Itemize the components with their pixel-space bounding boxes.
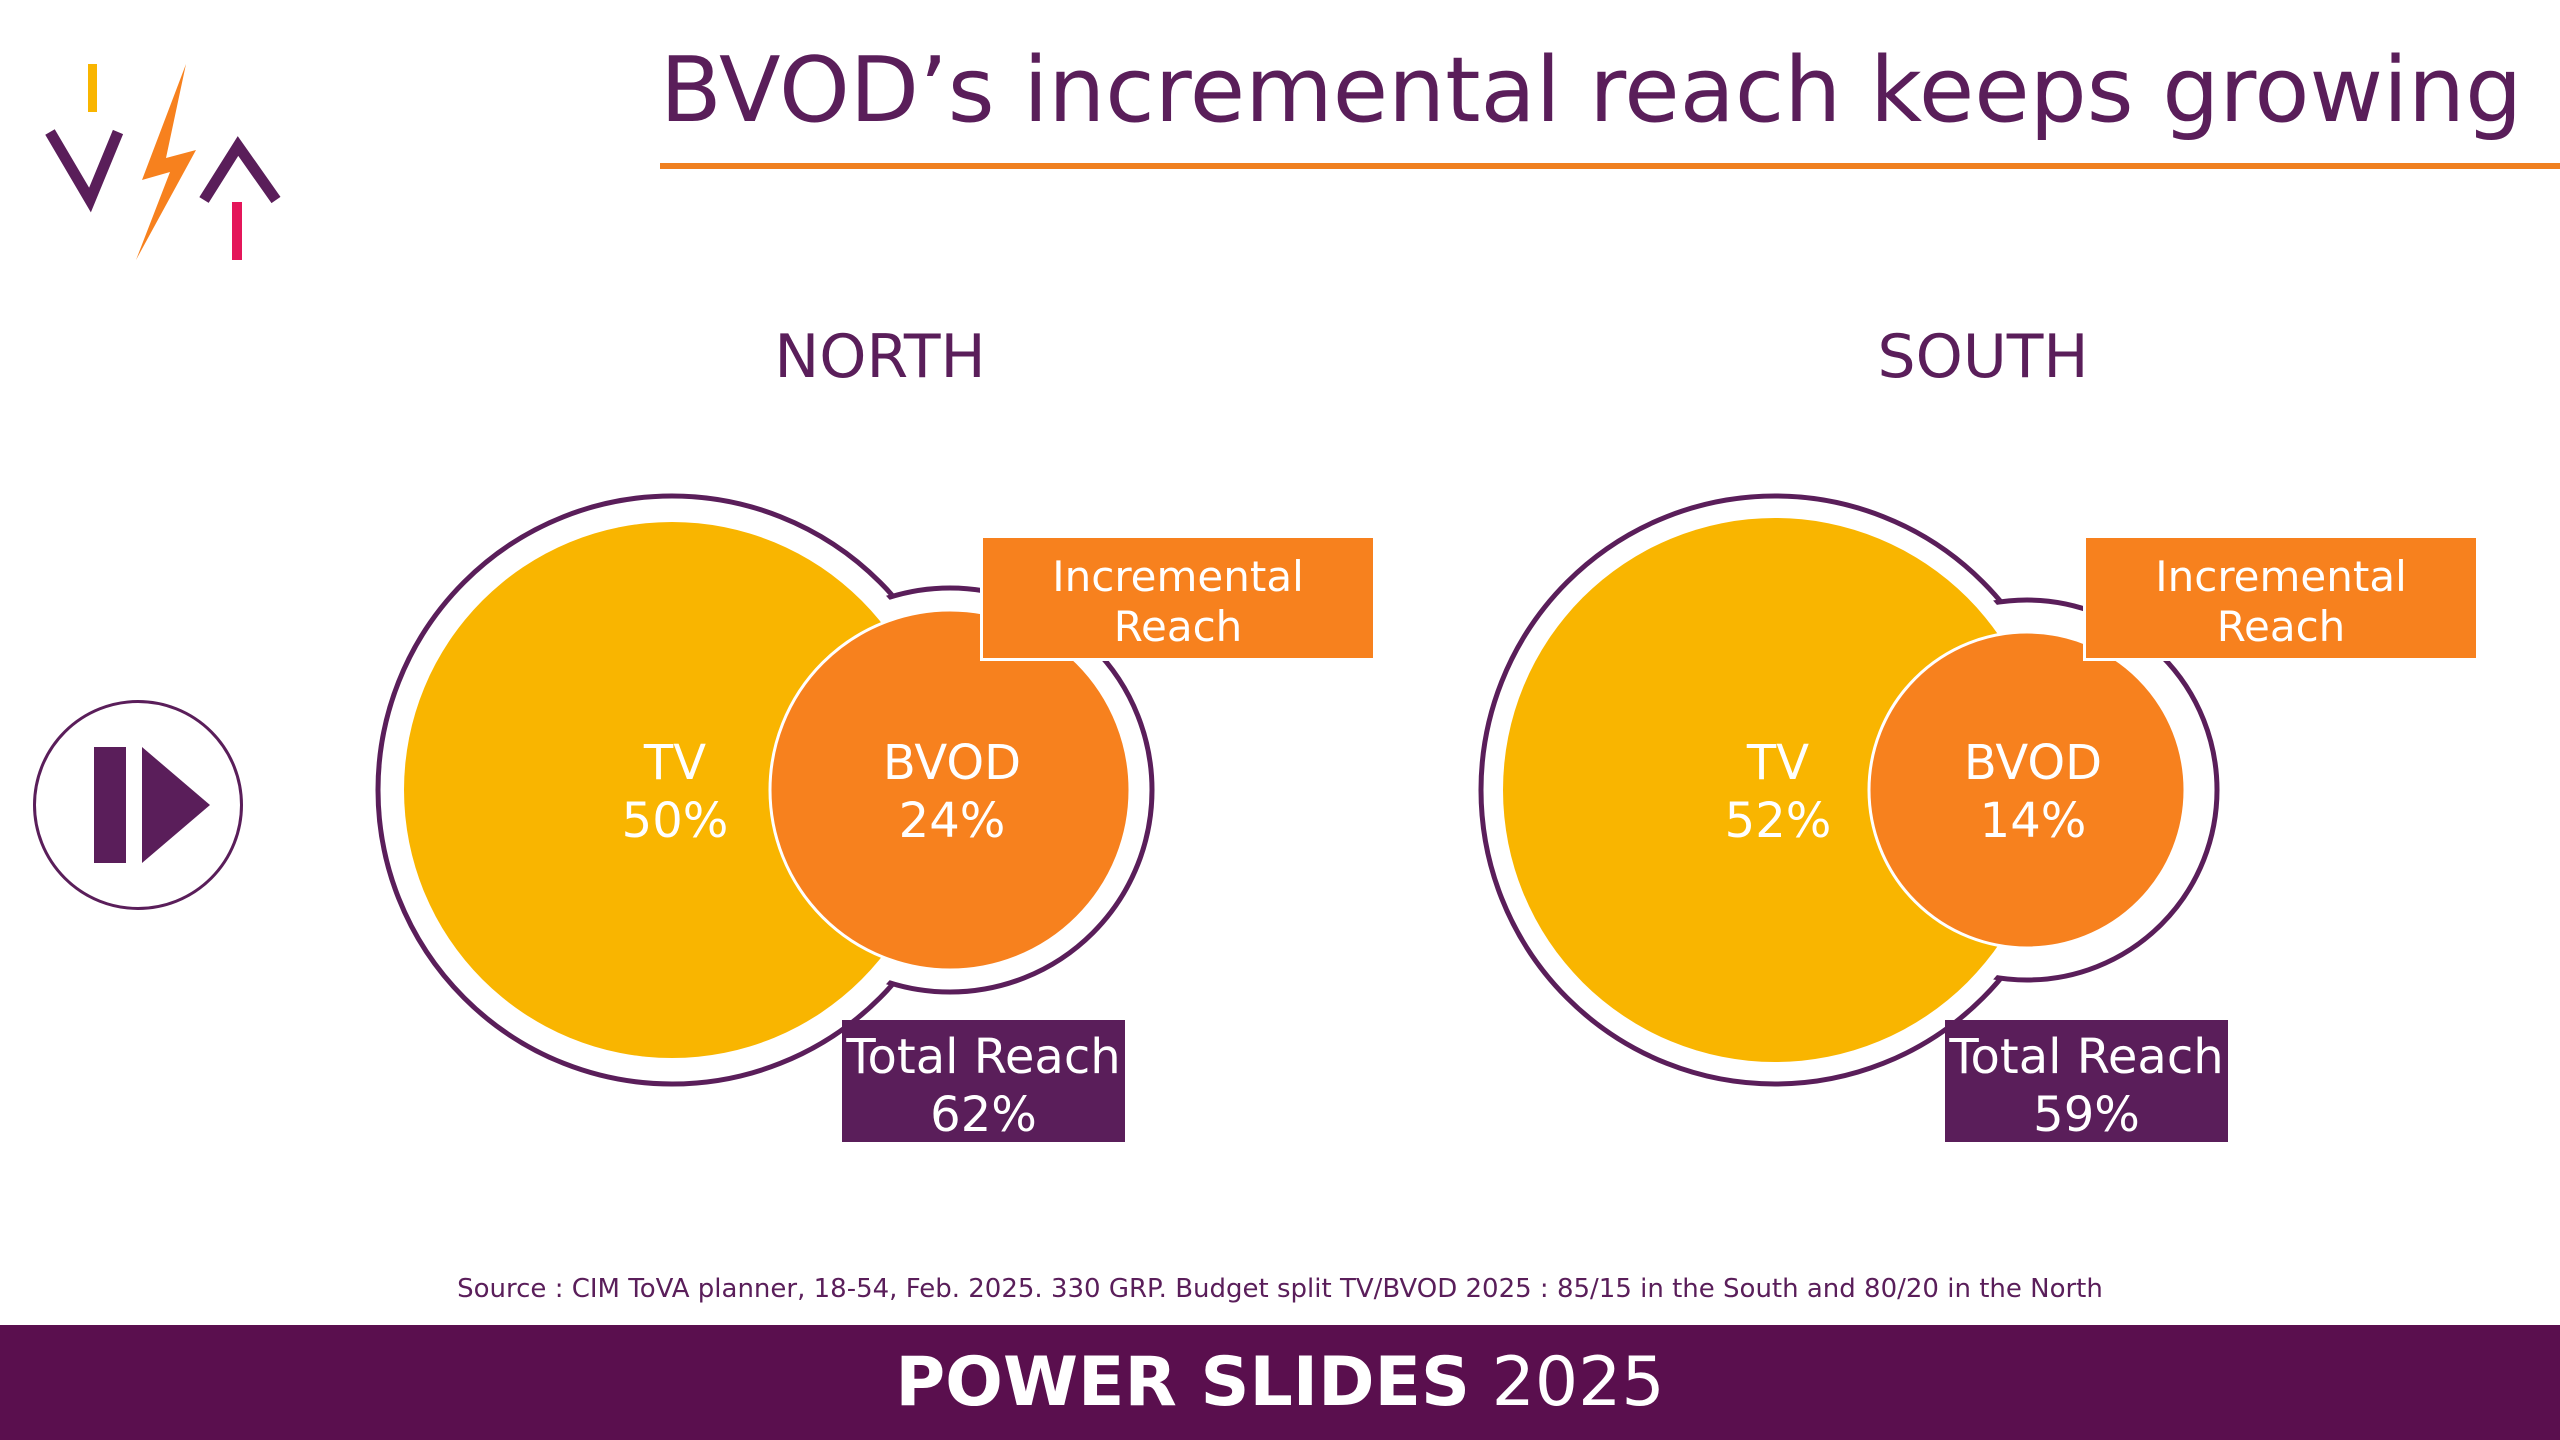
venn-north: TV 50% BVOD 24% Incremental Reach 12% To… xyxy=(360,480,1460,1200)
tv-circle xyxy=(1503,518,2047,1062)
tv-label: TV 52% xyxy=(1724,735,1832,849)
tv-label: TV 50% xyxy=(621,735,729,849)
venn-south: TV 52% BVOD 14% Incremental Reach 6,5% T… xyxy=(1463,480,2560,1200)
bvod-circle xyxy=(768,608,1132,972)
title-divider xyxy=(660,163,2560,169)
page-title: BVOD’s incremental reach keeps growing xyxy=(660,38,2523,143)
bvod-label: BVOD 14% xyxy=(1963,735,2103,849)
bvod-label: BVOD 24% xyxy=(882,735,1022,849)
play-button[interactable] xyxy=(33,700,243,910)
footer-banner: POWER SLIDES 2025 xyxy=(0,1325,2560,1440)
total-reach-box: Total Reach 59% xyxy=(1945,1020,2228,1143)
play-pause-icon xyxy=(94,747,210,863)
source-note: Source : CIM ToVA planner, 18-54, Feb. 2… xyxy=(457,1274,2103,1304)
total-reach-box: Total Reach 62% xyxy=(842,1020,1125,1143)
region-title-south: SOUTH xyxy=(1877,322,2089,392)
incremental-reach-box: Incremental Reach 6,5% xyxy=(2083,535,2479,701)
region-title-north: NORTH xyxy=(774,322,986,392)
vva-logo-icon xyxy=(38,60,298,270)
tv-circle xyxy=(404,522,940,1058)
footer-brand: POWER SLIDES xyxy=(895,1343,1470,1422)
footer-year: 2025 xyxy=(1491,1343,1665,1422)
incremental-reach-box: Incremental Reach 12% xyxy=(980,535,1376,701)
bvod-circle xyxy=(1867,630,2187,950)
